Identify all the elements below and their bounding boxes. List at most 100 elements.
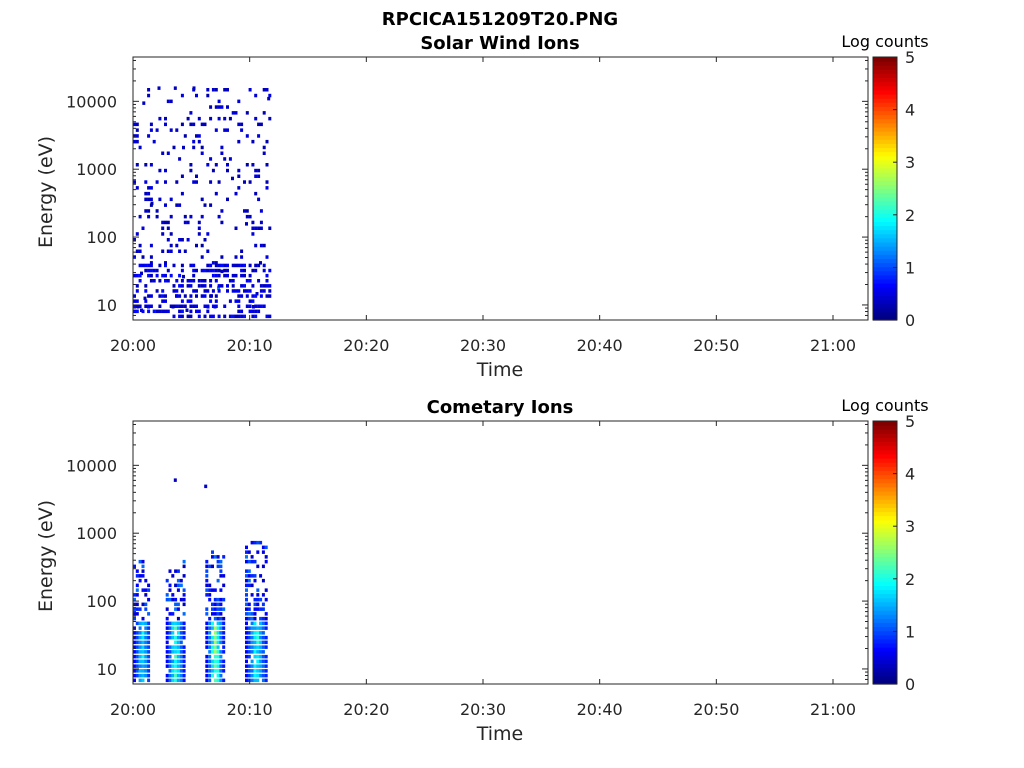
colorbar-segment xyxy=(873,564,897,570)
heatmap-cell xyxy=(254,93,258,98)
heatmap-cell xyxy=(166,151,170,155)
heatmap-cell xyxy=(195,243,198,248)
heatmap-cell xyxy=(189,168,193,173)
heatmap-cell xyxy=(152,279,156,283)
colorbar-segment xyxy=(873,675,897,681)
heatmap-cell xyxy=(165,654,169,659)
heatmap-cell xyxy=(161,309,165,314)
heatmap-cell xyxy=(144,263,148,268)
heatmap-cell xyxy=(180,284,184,288)
heatmap-cell xyxy=(219,626,223,630)
heatmap-cell xyxy=(147,209,151,213)
colorbar-segment xyxy=(873,626,897,632)
heatmap-cell xyxy=(262,88,266,92)
x-tick-label: 20:40 xyxy=(577,336,623,355)
heatmap-cell xyxy=(155,273,159,278)
heatmap-cell xyxy=(164,116,167,121)
heatmap-cell xyxy=(200,214,204,219)
heatmap-cell xyxy=(133,180,136,184)
heatmap-cell xyxy=(147,612,151,616)
heatmap-cell xyxy=(240,284,244,288)
heatmap-cell xyxy=(203,238,207,242)
axes: 20:00 20:10 20:20 20:30 20:40 20:50 21:00 10 100… xyxy=(66,421,868,719)
heatmap-cell xyxy=(161,220,165,225)
heatmap-cell xyxy=(155,309,159,314)
colorbar-segment xyxy=(873,638,897,644)
heatmap-cell xyxy=(248,299,252,303)
colorbar-segment xyxy=(873,503,897,508)
x-tick-label: 20:00 xyxy=(110,336,156,355)
heatmap-cell xyxy=(182,597,186,602)
heatmap-cell xyxy=(220,145,224,150)
heatmap-cell xyxy=(135,669,139,673)
colorbar: 0 1 2 3 4 5 xyxy=(872,412,915,694)
heatmap-cell xyxy=(259,122,263,127)
heatmap-cell xyxy=(174,569,178,573)
heatmap-cell xyxy=(203,314,207,319)
y-tick-label: 100 xyxy=(86,228,117,247)
heatmap-cell xyxy=(171,650,175,654)
heatmap-cell xyxy=(144,299,148,303)
heatmap-cell xyxy=(234,289,238,293)
heatmap-cell xyxy=(171,664,175,668)
heatmap-cell xyxy=(172,284,176,288)
heatmap-cell xyxy=(205,631,209,635)
heatmap-cell xyxy=(264,673,268,678)
heatmap-cell xyxy=(147,191,151,196)
heatmap-cell xyxy=(138,626,142,630)
heatmap-cell xyxy=(149,304,153,308)
heatmap-cell xyxy=(247,612,251,616)
heatmap-cell xyxy=(237,304,241,308)
colorbar-segment xyxy=(873,457,897,463)
heatmap-cell xyxy=(178,284,182,288)
heatmap-cell xyxy=(133,597,136,602)
heatmap-cell xyxy=(171,669,175,673)
heatmap-cell xyxy=(261,673,265,678)
heatmap-cell xyxy=(182,664,186,668)
heatmap-cell xyxy=(231,279,235,283)
heatmap-cell xyxy=(200,243,204,248)
heatmap-cell xyxy=(140,271,143,276)
heatmap-cell xyxy=(164,279,167,283)
heatmap-cell xyxy=(197,116,201,121)
heatmap-cell xyxy=(253,673,257,678)
heatmap-cell xyxy=(133,635,136,640)
colorbar-segment xyxy=(873,291,897,296)
heatmap-cell xyxy=(208,659,212,664)
heatmap-cell xyxy=(149,268,153,273)
heatmap-cell xyxy=(180,314,184,319)
heatmap-cell xyxy=(231,263,235,268)
heatmap-cell xyxy=(144,209,148,213)
heatmap-cell xyxy=(165,640,169,645)
colorbar-segment xyxy=(873,429,897,434)
heatmap-cell xyxy=(133,304,136,308)
heatmap-cell xyxy=(186,284,190,288)
heatmap-cell xyxy=(172,314,176,319)
heatmap-cell xyxy=(248,304,252,308)
heatmap-cell xyxy=(152,268,156,273)
heatmap-cell xyxy=(183,304,187,308)
heatmap-cell xyxy=(261,578,265,583)
heatmap-cell xyxy=(144,645,148,649)
heatmap-cell xyxy=(213,635,217,640)
heatmap-cell xyxy=(208,593,212,597)
heatmap-cell xyxy=(141,654,145,659)
heatmap-cell xyxy=(222,583,226,588)
heatmap-cell xyxy=(180,289,184,293)
heatmap-cell xyxy=(245,669,248,673)
heatmap-cell xyxy=(209,157,213,161)
heatmap-cell xyxy=(254,174,258,178)
heatmap-cell xyxy=(250,583,254,588)
heatmap-cell xyxy=(173,86,177,90)
heatmap-cell xyxy=(147,621,151,626)
colorbar-label: Log counts xyxy=(841,396,928,415)
heatmap-cell xyxy=(214,261,218,265)
heatmap-cell xyxy=(172,289,176,293)
heatmap-cell xyxy=(208,588,212,592)
heatmap-cell xyxy=(161,294,165,298)
heatmap-cell xyxy=(247,578,251,583)
heatmap-cell xyxy=(253,664,257,668)
heatmap-cell xyxy=(231,284,235,288)
heatmap-cell xyxy=(245,583,248,588)
heatmap-cell xyxy=(237,186,241,190)
